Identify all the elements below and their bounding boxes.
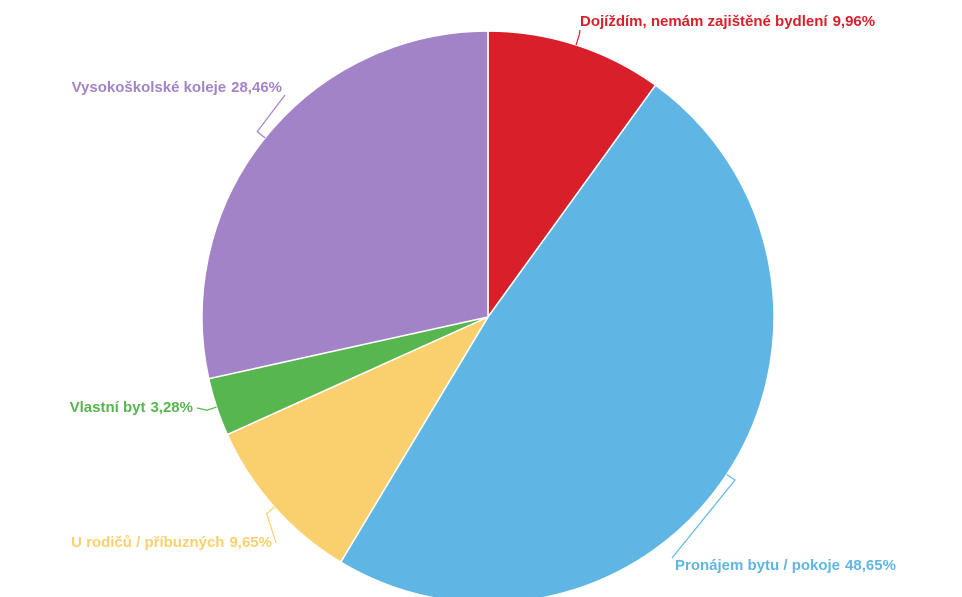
slice-label: Vysokoškolské koleje 28,46% xyxy=(72,79,282,96)
slice-value: 3,28% xyxy=(150,399,193,416)
slice-category: Pronájem bytu / pokoje xyxy=(675,557,840,574)
slice-value: 9,65% xyxy=(229,534,272,551)
slice-category: Vlastní byt xyxy=(70,399,146,416)
pie-slice xyxy=(226,315,490,564)
slice-label: Pronájem bytu / pokoje 48,65% xyxy=(675,557,896,574)
slice-label: Vlastní byt 3,28% xyxy=(70,399,193,416)
leader-line xyxy=(671,474,736,559)
pie-slice xyxy=(201,30,489,380)
slice-value: 28,46% xyxy=(231,79,282,96)
slice-category: Dojíždím, nemám zajištěné bydlení xyxy=(580,13,828,30)
slice-value: 48,65% xyxy=(845,557,896,574)
slice-label: Dojíždím, nemám zajištěné bydlení 9,96% xyxy=(580,13,875,30)
leader-line xyxy=(196,406,217,411)
pie-slice xyxy=(487,30,657,320)
slice-category: U rodičů / příbuzných xyxy=(71,534,224,551)
pie-slice xyxy=(339,84,775,597)
slice-category: Vysokoškolské koleje xyxy=(72,79,227,96)
slice-label: U rodičů / příbuzných 9,65% xyxy=(71,534,272,551)
slice-value: 9,96% xyxy=(833,13,876,30)
leader-line xyxy=(266,506,277,544)
leader-line xyxy=(256,94,286,139)
leader-line xyxy=(575,29,581,46)
